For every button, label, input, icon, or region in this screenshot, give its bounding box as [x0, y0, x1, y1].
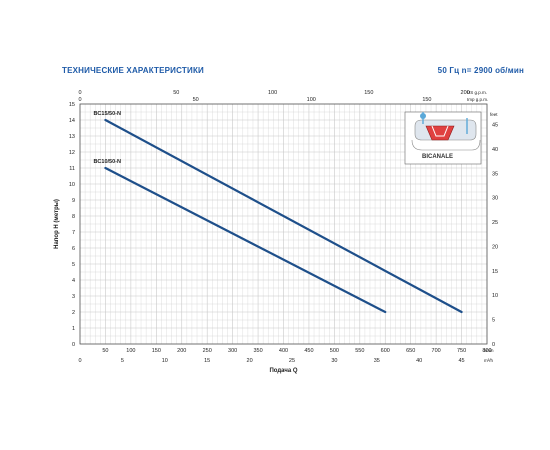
- series-label: BC15/50-N: [93, 111, 121, 117]
- series-line: [104, 118, 463, 314]
- chart-series: BC15/50-N BC10/50-N: [93, 111, 463, 314]
- x-tick-label: 100: [126, 348, 135, 354]
- y2-tick-label: 10: [492, 293, 498, 299]
- x2-tick-label: 30: [331, 358, 337, 364]
- imp-gpm-tick-label: 150: [422, 97, 431, 103]
- y2-tick-label: 35: [492, 171, 498, 177]
- x2-tick-label: 20: [247, 358, 253, 364]
- x2-tick-label: 25: [289, 358, 295, 364]
- x2-unit-label: m³/h: [484, 358, 493, 363]
- series-line: [104, 166, 387, 314]
- us-gpm-tick-label: 50: [173, 90, 179, 96]
- y-tick-label: 10: [69, 182, 75, 188]
- chart-header-frequency: 50 Гц n= 2900 об/мин: [437, 66, 524, 75]
- y-axis-label: Напор H (метры): [54, 199, 60, 249]
- y2-tick-label: 45: [492, 123, 498, 129]
- y2-tick-label: 20: [492, 244, 498, 250]
- imp-gpm-tick-label: 0: [78, 97, 81, 103]
- pump-cross-section-inset: BICANALE: [404, 111, 482, 165]
- series-label: BC10/50-N: [93, 159, 121, 165]
- x-tick-label: 300: [228, 348, 237, 354]
- us-gpm-unit-label: US g.p.m.: [467, 90, 487, 95]
- y-tick-label: 6: [72, 246, 75, 252]
- y2-tick-label: 30: [492, 196, 498, 202]
- y2-unit-label: feet: [490, 112, 498, 117]
- x-tick-label: 800: [482, 348, 491, 354]
- y-tick-label: 9: [72, 198, 75, 204]
- y2-tick-label: 40: [492, 147, 498, 153]
- x-unit-label: l/min: [484, 348, 494, 353]
- plot-frame: [79, 103, 488, 345]
- x2-tick-label: 35: [374, 358, 380, 364]
- y-tick-label: 1: [72, 326, 75, 332]
- y-tick-label: 12: [69, 150, 75, 156]
- us-gpm-tick-label: 0: [78, 90, 81, 96]
- x-tick-label: 50: [102, 348, 108, 354]
- x-tick-label: 250: [203, 348, 212, 354]
- chart-header-title: ТЕХНИЧЕСКИЕ ХАРАКТЕРИСТИКИ: [62, 66, 204, 75]
- x2-tick-label: 5: [121, 358, 124, 364]
- us-gpm-tick-label: 200: [461, 90, 470, 96]
- axis-ticks: 50 100 150 200 250 300 350 400 450 500 550 600 650 70…: [69, 90, 498, 364]
- x-tick-label: 550: [355, 348, 364, 354]
- x2-tick-label: 15: [204, 358, 210, 364]
- y-tick-label: 3: [72, 294, 75, 300]
- x-axis-label: Подача Q: [269, 368, 297, 374]
- y-tick-label: 0: [72, 342, 75, 348]
- x-tick-label: 650: [406, 348, 415, 354]
- x2-tick-label: 0: [78, 358, 81, 364]
- x-tick-label: 350: [253, 348, 262, 354]
- y-tick-label: 15: [69, 102, 75, 108]
- y-tick-label: 13: [69, 134, 75, 140]
- x2-tick-label: 10: [162, 358, 168, 364]
- us-gpm-tick-label: 150: [364, 90, 373, 96]
- chart-grid: [79, 103, 488, 345]
- imp-gpm-tick-label: 50: [193, 97, 199, 103]
- y2-tick-label: 0: [492, 342, 495, 348]
- y-tick-label: 14: [69, 118, 75, 124]
- y-tick-label: 8: [72, 214, 75, 220]
- x-tick-label: 400: [279, 348, 288, 354]
- y2-tick-label: 15: [492, 269, 498, 275]
- y-tick-label: 4: [72, 278, 75, 284]
- x2-tick-label: 40: [416, 358, 422, 364]
- x-tick-label: 750: [457, 348, 466, 354]
- y2-tick-label: 25: [492, 220, 498, 226]
- imp-gpm-tick-label: 100: [307, 97, 316, 103]
- x2-tick-label: 45: [459, 358, 465, 364]
- y-tick-label: 5: [72, 262, 75, 268]
- x-tick-label: 600: [381, 348, 390, 354]
- x-tick-label: 500: [330, 348, 339, 354]
- inset-label: BICANALE: [422, 154, 453, 160]
- x-tick-label: 150: [152, 348, 161, 354]
- imp-gpm-unit-label: Imp g.p.m.: [467, 97, 488, 102]
- us-gpm-tick-label: 100: [268, 90, 277, 96]
- x-tick-label: 200: [177, 348, 186, 354]
- y-tick-label: 7: [72, 230, 75, 236]
- axis-labels: Подача Q Напор H (метры): [54, 199, 298, 374]
- y-tick-label: 11: [69, 166, 75, 172]
- y-tick-label: 2: [72, 310, 75, 316]
- y2-tick-label: 5: [492, 318, 495, 324]
- x-tick-label: 700: [432, 348, 441, 354]
- x-tick-label: 450: [304, 348, 313, 354]
